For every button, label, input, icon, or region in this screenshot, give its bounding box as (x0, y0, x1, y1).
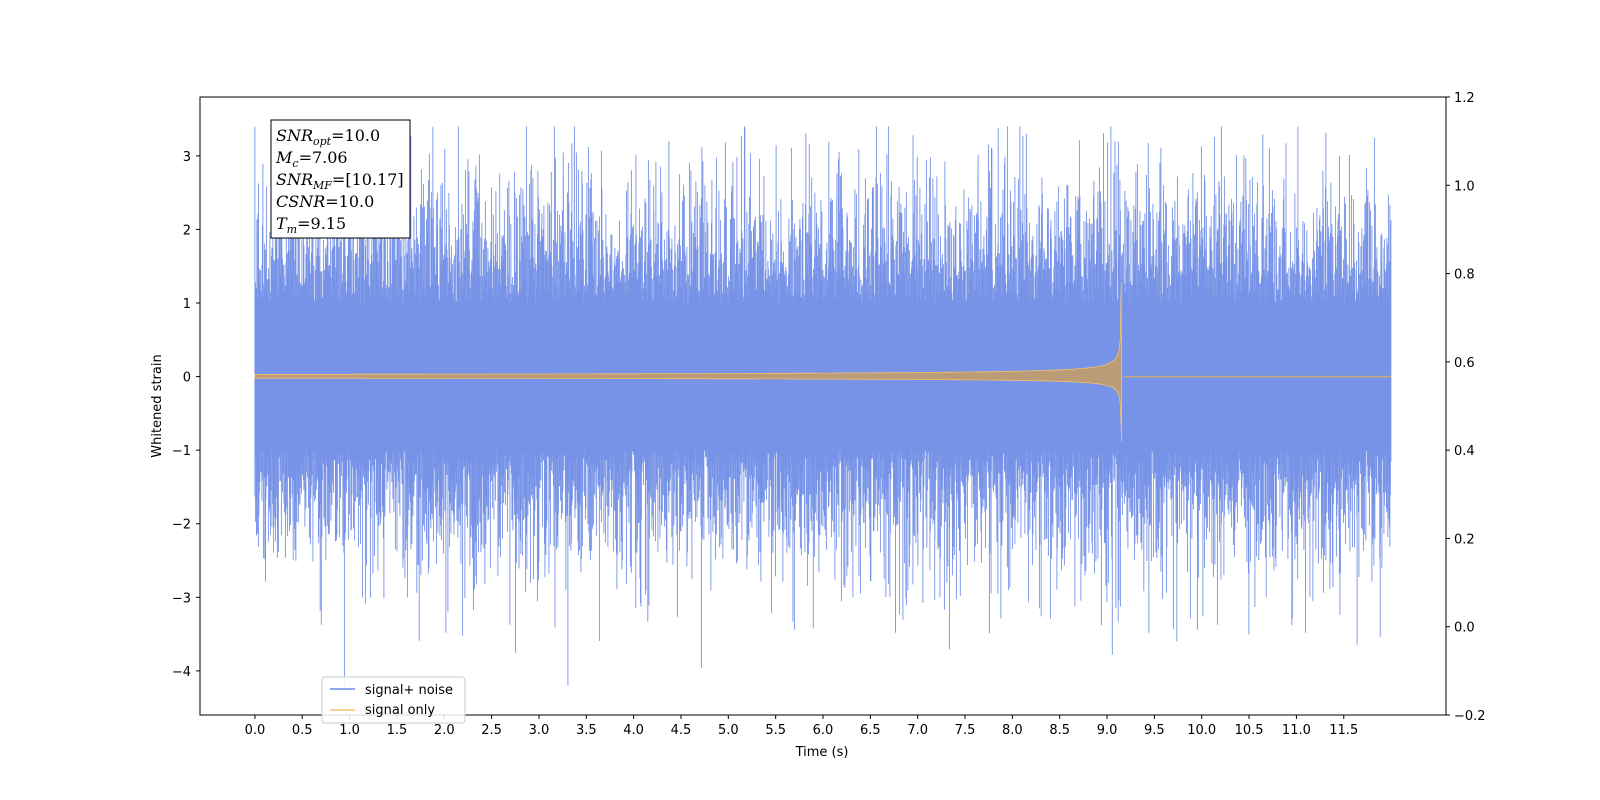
y-tick-label: −3 (172, 591, 191, 606)
y2-tick-label: −0.2 (1454, 709, 1486, 724)
x-axis-label: Time (s) (795, 745, 849, 760)
x-tick-label: 1.5 (387, 723, 408, 738)
x-tick-label: 8.5 (1049, 723, 1070, 738)
annotation-value: =[10.17] (332, 170, 404, 189)
x-tick-label: 11.5 (1329, 723, 1358, 738)
plot-area (254, 126, 1392, 686)
x-tick-label: 7.0 (907, 723, 928, 738)
y-axis-label: Whitened strain (150, 354, 165, 457)
y2-tick-label: 0.6 (1454, 356, 1475, 371)
y-tick-label: −4 (172, 665, 191, 680)
annotation-symbol: SNR (276, 170, 313, 189)
x-tick-label: 6.0 (813, 723, 834, 738)
y2-tick-label: 0.0 (1454, 621, 1475, 636)
y2-tick-label: 1.0 (1454, 179, 1475, 194)
annotation-line: CSNR=10.0 (276, 192, 374, 211)
annotation-line: SNRMF=[10.17] (276, 170, 404, 192)
x-tick-label: 5.0 (718, 723, 739, 738)
annotation-subscript: m (287, 223, 297, 236)
annotation-symbol: T (276, 214, 288, 233)
y-tick-label: 0 (183, 371, 191, 386)
x-tick-label: 11.0 (1282, 723, 1311, 738)
annotation-line: Tm=9.15 (276, 214, 346, 236)
x-tick-label: 3.5 (576, 723, 597, 738)
x-tick-label: 4.0 (623, 723, 644, 738)
x-tick-label: 6.5 (860, 723, 881, 738)
x-tick-label: 9.5 (1144, 723, 1165, 738)
x-tick-label: 10.0 (1187, 723, 1216, 738)
y2-tick-label: 0.4 (1454, 444, 1475, 459)
y-tick-label: 3 (183, 150, 191, 165)
x-tick-label: 2.0 (434, 723, 455, 738)
annotation-value: =10.0 (325, 192, 374, 211)
y-axis-left: 3 2 1 0 −1 −2 −3 −4 (172, 150, 200, 680)
y-tick-label: −1 (172, 444, 191, 459)
x-tick-label: 9.0 (1097, 723, 1118, 738)
legend: signal+ noise signal only (321, 676, 466, 724)
annotation-symbol: CSNR (276, 192, 325, 211)
y2-tick-label: 0.2 (1454, 532, 1475, 547)
y2-tick-label: 0.8 (1454, 268, 1475, 283)
x-tick-label: 5.5 (765, 723, 786, 738)
x-axis: 0.0 0.5 1.0 1.5 2.0 2.5 3.0 3.5 4.0 4.5 5.0 5.5 6.0 6… (245, 715, 1358, 738)
annotation-box: SNRopt=10.0Mc=7.06SNRMF=[10.17]CSNR=10.0… (270, 119, 411, 239)
x-tick-label: 2.5 (481, 723, 502, 738)
x-tick-label: 1.0 (339, 723, 360, 738)
legend-label-signal-only: signal only (365, 703, 435, 718)
x-tick-label: 3.0 (529, 723, 550, 738)
annotation-subscript: c (292, 157, 298, 170)
x-tick-label: 0.5 (292, 723, 313, 738)
y2-tick-label: 1.2 (1454, 91, 1475, 106)
y-tick-label: 1 (183, 297, 191, 312)
x-tick-label: 8.0 (1002, 723, 1023, 738)
series-signal-only (254, 282, 1123, 442)
annotation-symbol: M (275, 148, 293, 167)
y-tick-label: 2 (183, 223, 191, 238)
x-tick-label: 0.0 (245, 723, 266, 738)
annotation-symbol: SNR (276, 126, 313, 145)
legend-label-signal-noise: signal+ noise (365, 683, 453, 698)
annotation-value: =10.0 (331, 126, 380, 145)
y-tick-label: −2 (172, 518, 191, 533)
x-tick-label: 7.5 (955, 723, 976, 738)
x-tick-label: 10.5 (1235, 723, 1264, 738)
y-axis-right: 1.2 1.0 0.8 0.6 0.4 0.2 0.0 −0.2 (1446, 91, 1486, 724)
annotation-subscript: MF (312, 179, 332, 192)
annotation-line: SNRopt=10.0 (276, 126, 380, 148)
series-signal-noise (254, 126, 1392, 686)
annotation-subscript: opt (313, 135, 332, 148)
x-tick-label: 4.5 (671, 723, 692, 738)
annotation-value: =9.15 (297, 214, 346, 233)
annotation-value: =7.06 (299, 148, 348, 167)
annotation-line: Mc=7.06 (275, 148, 348, 170)
